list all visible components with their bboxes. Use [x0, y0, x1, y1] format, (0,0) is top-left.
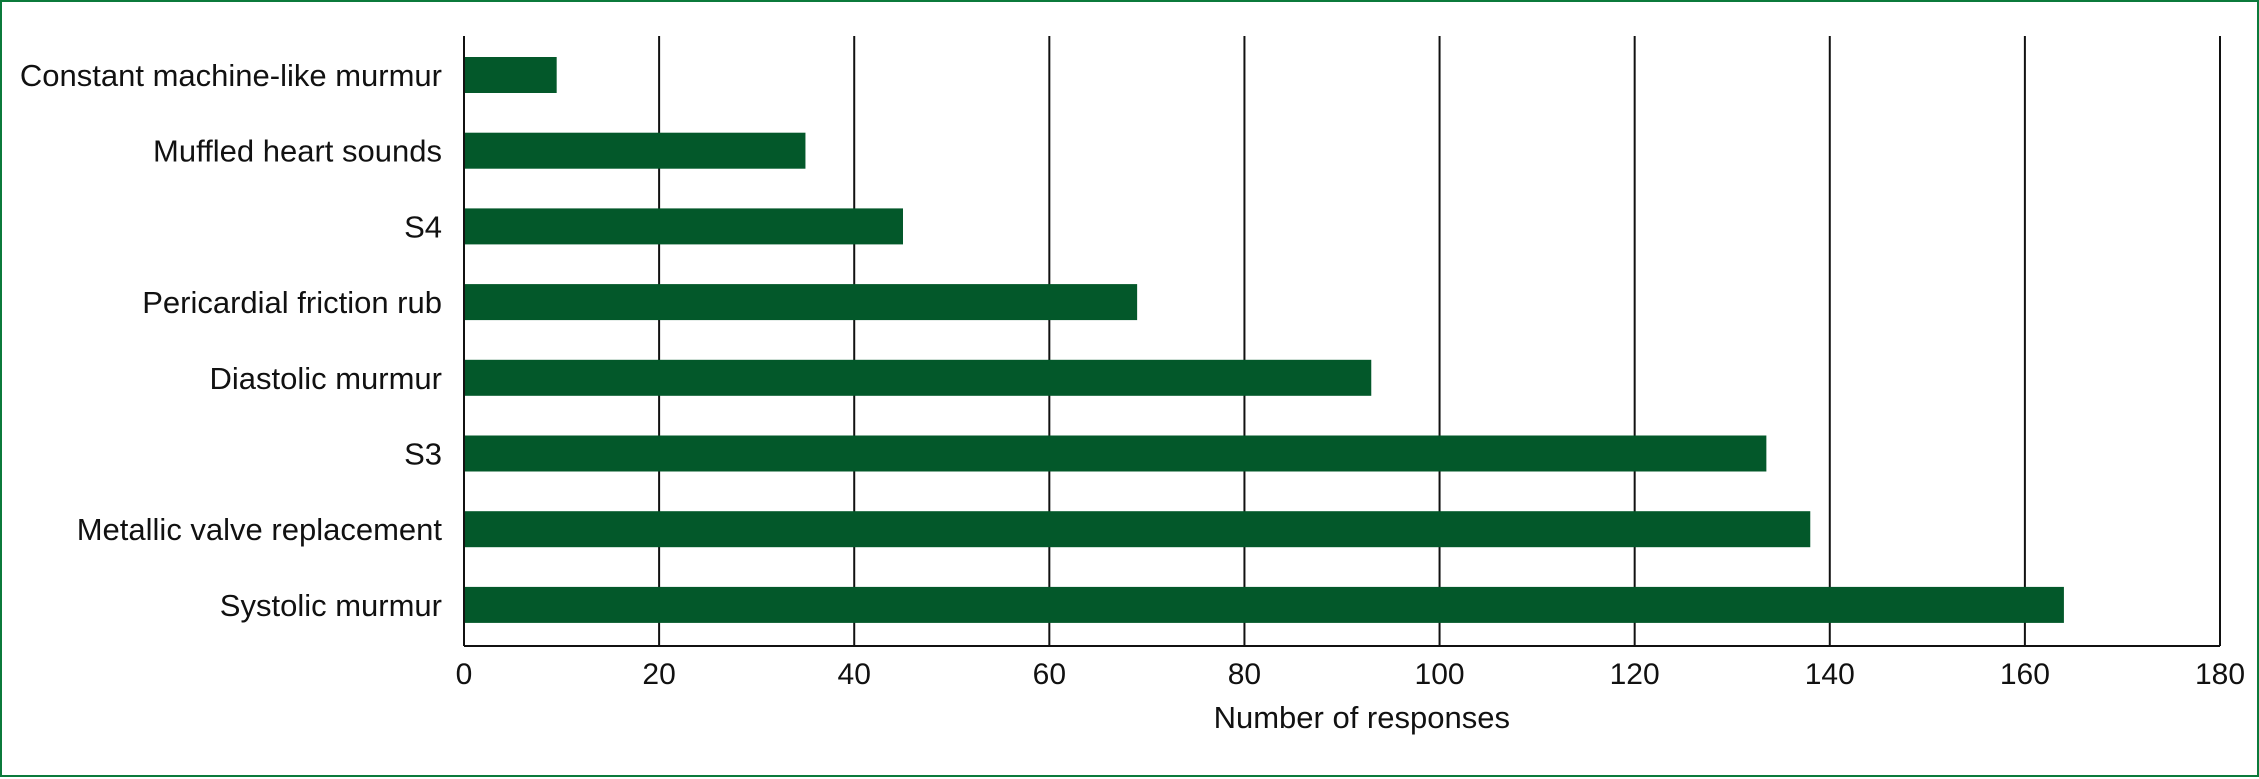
axes — [463, 36, 2220, 647]
x-tick-label-80: 80 — [1228, 658, 1261, 691]
category-label: Pericardial friction rub — [142, 285, 442, 320]
x-tick-label-0: 0 — [456, 658, 473, 691]
x-tick-label-180: 180 — [2195, 658, 2245, 691]
bar-muffled-heart-sounds — [464, 132, 806, 169]
category-label: Muffled heart sounds — [153, 134, 442, 169]
bar-s4 — [464, 208, 903, 245]
category-label: Metallic valve replacement — [77, 512, 443, 547]
category-label: Constant machine-like murmur — [20, 58, 442, 93]
category-label: Systolic murmur — [220, 588, 442, 623]
x-tick-labels: 0 20 40 60 80 100 120 140 160 180 — [456, 658, 2245, 691]
bar-metallic-valve-replacement — [464, 511, 1811, 548]
x-tick-label-60: 60 — [1033, 658, 1066, 691]
bar-systolic-murmur — [464, 586, 2064, 623]
x-tick-label-140: 140 — [1805, 658, 1855, 691]
bar-constant-machine-like-murmur — [464, 57, 557, 93]
x-tick-label-100: 100 — [1415, 658, 1465, 691]
x-tick-label-120: 120 — [1610, 658, 1660, 691]
bar-diastolic-murmur — [464, 359, 1372, 396]
category-label: Diastolic murmur — [209, 361, 442, 396]
x-axis-title: Number of responses — [1214, 700, 1510, 735]
bar-pericardial-friction-rub — [464, 284, 1138, 321]
x-tick-label-160: 160 — [2000, 658, 2050, 691]
category-label: S3 — [404, 437, 442, 472]
bars — [464, 57, 2064, 623]
category-label: S4 — [404, 209, 442, 244]
bar-s3 — [464, 435, 1767, 472]
category-labels: Constant machine-like murmur Muffled hear… — [20, 58, 442, 623]
x-tick-label-20: 20 — [642, 658, 675, 691]
gridlines — [658, 36, 2221, 646]
x-tick-label-40: 40 — [838, 658, 871, 691]
